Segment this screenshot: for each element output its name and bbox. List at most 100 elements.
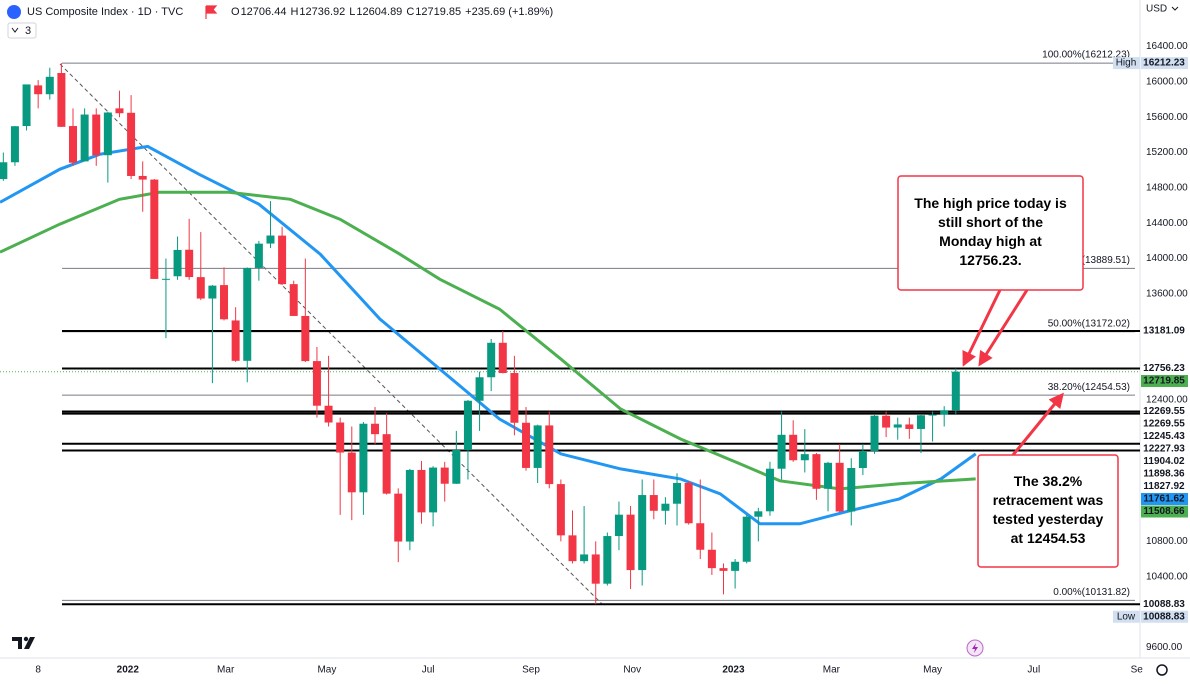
y-tick-label: 13600.00 [1146, 289, 1188, 300]
candle-body [835, 462, 844, 512]
overlay: 100.00%(16212.23) (13889.51) 50.00%(13172.… [1042, 50, 1130, 598]
chevron-icon [11, 27, 19, 33]
candle-body [22, 84, 31, 127]
candle-body [580, 554, 589, 562]
candle-body [684, 482, 693, 524]
price-label-box [1141, 505, 1188, 518]
candle-body [812, 454, 821, 489]
candle-body [382, 434, 391, 494]
candle-body [707, 549, 716, 569]
candle-body [882, 415, 891, 428]
candle-body [161, 278, 170, 280]
candle-body [394, 493, 403, 542]
y-tick-label: 9600.00 [1146, 642, 1183, 653]
candle-body [115, 108, 124, 114]
ohlc-value: 12604.89 [356, 6, 402, 18]
price-label-box [1141, 492, 1188, 505]
candle-body [951, 371, 960, 411]
annotation-text: at 12454.53 [1011, 530, 1086, 546]
price-label-box [1141, 610, 1188, 623]
y-tick-label: 16000.00 [1146, 76, 1188, 87]
candle-body [278, 235, 287, 285]
candle-body [440, 467, 449, 484]
price-label-box [1141, 467, 1188, 480]
candle-body [45, 76, 54, 95]
x-tick-label: Se [1131, 665, 1144, 676]
candle-body [591, 554, 600, 584]
price-label: 11898.36 [1143, 469, 1185, 480]
fib-level-label: 50.00%(13172.02) [1048, 318, 1130, 329]
candle-body [103, 112, 112, 156]
currency-chevron [1171, 6, 1179, 11]
candle-body [138, 175, 147, 180]
candle-body [34, 85, 43, 95]
annotation-arrow [1011, 392, 1064, 456]
x-tick-label: May [317, 665, 336, 676]
tv-logo [12, 636, 35, 649]
price-label-box [1141, 430, 1188, 443]
candle-body [0, 162, 8, 180]
y-tick-label: 14000.00 [1146, 253, 1188, 264]
change-value: +235.69 (+1.89%) [465, 6, 553, 18]
annotation-text: retracement was [993, 492, 1104, 508]
candle-body [475, 377, 484, 401]
candle-body [452, 449, 461, 484]
candle-body [173, 249, 182, 277]
candle-body [673, 482, 682, 504]
candle-body [661, 503, 670, 511]
annotation-text: The high price today is [914, 195, 1067, 211]
y-tick-label: 15200.00 [1146, 147, 1188, 158]
x-tick-label: 2022 [117, 665, 140, 676]
candle-body [858, 450, 867, 469]
lightning-icon [972, 643, 978, 653]
price-label-box [1141, 480, 1188, 493]
candle-body [498, 342, 507, 374]
candle-body [69, 126, 78, 163]
moving-average-line [0, 144, 977, 526]
price-label-box [1141, 57, 1188, 70]
price-label-box [1141, 405, 1188, 418]
annotation-box [897, 175, 1084, 291]
candle-body [405, 469, 414, 542]
candle-body [765, 468, 774, 512]
x-tick-label: Jul [422, 665, 435, 676]
candle-body [487, 342, 496, 378]
flag-icon[interactable] [205, 5, 218, 19]
y-tick-label: 10400.00 [1146, 571, 1188, 582]
candle-body [916, 415, 925, 429]
ohlc-readout: O 12706.44 H 12736.92 L 12604.89 C 12719.85 +235… [231, 6, 553, 18]
y-tick-label: 14400.00 [1146, 218, 1188, 229]
candle-body [696, 523, 705, 550]
candle-body [301, 315, 310, 362]
currency-label[interactable]: USD [1146, 4, 1167, 15]
candle-body [522, 422, 531, 468]
price-tag: Low [1117, 611, 1136, 622]
candle-body [603, 536, 612, 584]
candle-body [800, 454, 809, 461]
price-tag-box [1113, 610, 1140, 623]
price-label: 10088.83 [1143, 599, 1185, 610]
x-tick-label: 8 [35, 665, 41, 676]
candle-body [533, 425, 542, 468]
ohlc-value: 12706.44 [241, 6, 287, 18]
candle-body [185, 249, 194, 278]
annotation-text: still short of the [938, 214, 1043, 230]
settings-button[interactable] [1156, 664, 1168, 676]
price-label: 16212.23 [1143, 58, 1185, 69]
price-label: 11904.02 [1143, 456, 1185, 467]
candle-body [80, 114, 89, 162]
price-label: 10088.83 [1143, 611, 1185, 622]
indicators-toggle[interactable] [7, 22, 37, 39]
annotation-text: 12756.23. [959, 252, 1021, 268]
candle-body [649, 495, 658, 511]
x-tick-label: Sep [522, 665, 540, 676]
candle-body [208, 285, 217, 299]
fib-level-label: 100.00%(16212.23) [1042, 50, 1130, 61]
y-tick-label: 15600.00 [1146, 112, 1188, 123]
symbol-title: US Composite Index · 1D · TVC [27, 6, 183, 18]
candle-body [754, 511, 763, 517]
candle-body [359, 423, 368, 493]
fib-level-label: (13889.51) [1082, 255, 1130, 266]
ohlc-key: H [290, 6, 298, 18]
